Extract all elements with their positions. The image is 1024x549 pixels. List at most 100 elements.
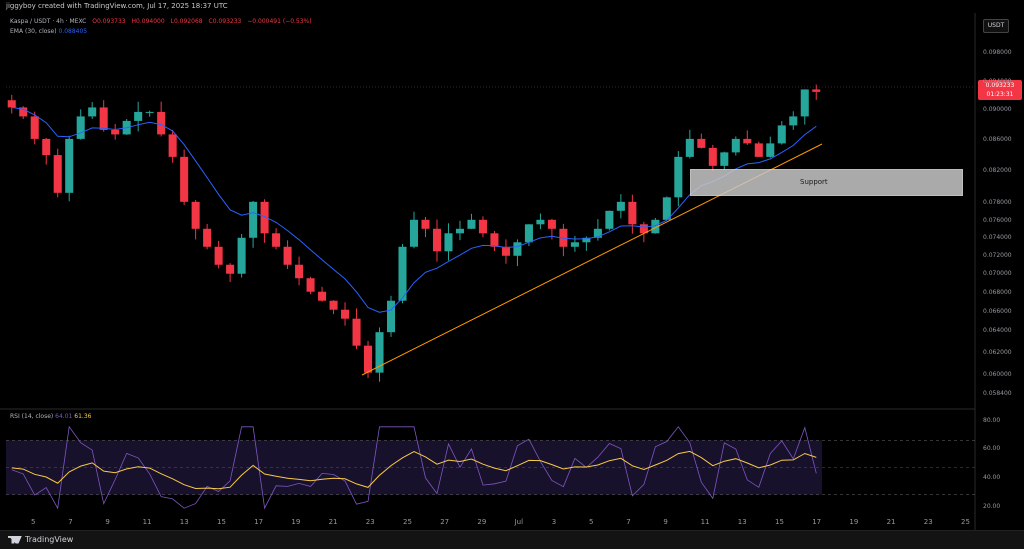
candle-body: [685, 138, 694, 157]
rsi-axis-label: 20.00: [983, 503, 1001, 510]
support-label: Support: [800, 178, 828, 186]
candle-body: [76, 116, 85, 139]
time-axis-label: 9: [663, 518, 668, 526]
candle-body: [145, 111, 154, 113]
price-axis-label: 0.072000: [983, 252, 1012, 259]
time-axis-label: 27: [440, 518, 450, 526]
time-axis-label: 5: [589, 518, 594, 526]
last-price-tag: 0.093233 01:23:31: [978, 80, 1022, 100]
candle-body: [329, 300, 338, 310]
close-value: C0.093233: [208, 18, 242, 25]
price-axis-label: 0.076000: [983, 217, 1012, 224]
candle-body: [53, 155, 62, 193]
candle-body: [375, 332, 384, 373]
time-axis-label: 25: [961, 518, 970, 526]
rsi-axis-label: 60.00: [983, 445, 1001, 452]
top-bar: [0, 0, 1024, 13]
price-axis-label: 0.064000: [983, 327, 1012, 334]
candle-body: [249, 201, 258, 238]
bar-countdown: 01:23:31: [986, 91, 1014, 98]
candle-body: [318, 291, 327, 301]
rsi-axis-label: 40.00: [983, 474, 1001, 481]
candle-body: [191, 201, 200, 229]
candle-body: [490, 233, 499, 247]
candle-body: [582, 237, 591, 243]
candle-body: [467, 219, 476, 229]
candle-body: [674, 156, 683, 198]
candle-body: [444, 233, 453, 252]
low-value: L0.092068: [170, 18, 203, 25]
candle-body: [628, 201, 637, 225]
symbol-legend[interactable]: Kaspa / USDT · 4h · MEXC O0.093733 H0.09…: [10, 18, 316, 25]
tradingview-logo[interactable]: TradingView: [8, 535, 73, 544]
last-price: 0.093233: [985, 82, 1015, 89]
ema-label: EMA (30, close): [10, 28, 57, 35]
currency-button[interactable]: USDT: [983, 19, 1009, 33]
price-axis-label: 0.066000: [983, 308, 1012, 315]
candle-body: [616, 201, 625, 211]
ema-legend[interactable]: EMA (30, close) 0.088405: [10, 28, 87, 35]
candle-body: [455, 228, 464, 234]
candle-body: [203, 228, 212, 247]
time-axis-label: 21: [328, 518, 338, 526]
candle-body: [180, 156, 189, 202]
time-axis-label: 17: [812, 518, 822, 526]
ema-line: [11, 106, 817, 313]
time-axis-label: 13: [737, 518, 747, 526]
price-axis-label: 0.060000: [983, 371, 1012, 378]
candle-body: [605, 210, 614, 229]
candle-body: [19, 107, 28, 117]
candle-body: [134, 111, 143, 121]
candle-body: [7, 100, 16, 108]
time-axis-label: 25: [403, 518, 412, 526]
candle-body: [111, 129, 120, 135]
price-axis-label: 0.074000: [983, 234, 1012, 241]
time-axis-label: 7: [626, 518, 631, 526]
time-axis-label: 7: [68, 518, 73, 526]
time-axis-label: 13: [179, 518, 189, 526]
candle-body: [295, 264, 304, 279]
rsi-label: RSI (14, close): [10, 413, 54, 420]
price-axis-label: 0.090000: [983, 106, 1012, 113]
candle-body: [697, 138, 706, 148]
author-line: jiggyboy created with TradingView.com, J…: [6, 2, 228, 10]
candle-body: [524, 224, 533, 243]
tradingview-logo-icon: [8, 535, 22, 544]
candle-body: [398, 246, 407, 301]
candle-body: [593, 228, 602, 238]
time-axis-label: 15: [775, 518, 784, 526]
candle-body: [157, 111, 166, 135]
candle-body: [651, 219, 660, 234]
price-axis-label: 0.086000: [983, 136, 1012, 143]
candle-body: [65, 138, 74, 193]
candle-body: [754, 143, 763, 157]
support-zone[interactable]: [690, 169, 963, 196]
candle-body: [237, 237, 246, 274]
candle-body: [214, 246, 223, 265]
footer-bar: [0, 530, 1024, 549]
candle-body: [168, 134, 177, 157]
candle-body: [639, 224, 648, 234]
time-axis-label: 19: [291, 518, 301, 526]
candle-body: [570, 242, 579, 247]
rsi-legend[interactable]: RSI (14, close) 64.01 61.36: [10, 413, 91, 420]
time-axis-label: Jul: [514, 518, 524, 526]
candle-body: [341, 309, 350, 319]
candle-body: [260, 201, 269, 234]
candle-body: [789, 116, 798, 126]
candle-body: [42, 138, 51, 156]
price-axis-label: 0.078000: [983, 199, 1012, 206]
candle-body: [226, 264, 235, 274]
candle-body: [720, 152, 729, 166]
candle-body: [800, 89, 809, 117]
candle-body: [662, 197, 671, 220]
rsi-line: [11, 425, 817, 510]
time-axis-label: 21: [886, 518, 896, 526]
time-axis-label: 17: [254, 518, 264, 526]
candle-body: [283, 246, 292, 265]
symbol-name[interactable]: Kaspa / USDT · 4h · MEXC: [10, 18, 87, 25]
candle-body: [409, 219, 419, 247]
price-axis-label: 0.094000: [983, 78, 1012, 85]
candle-body: [547, 219, 556, 229]
